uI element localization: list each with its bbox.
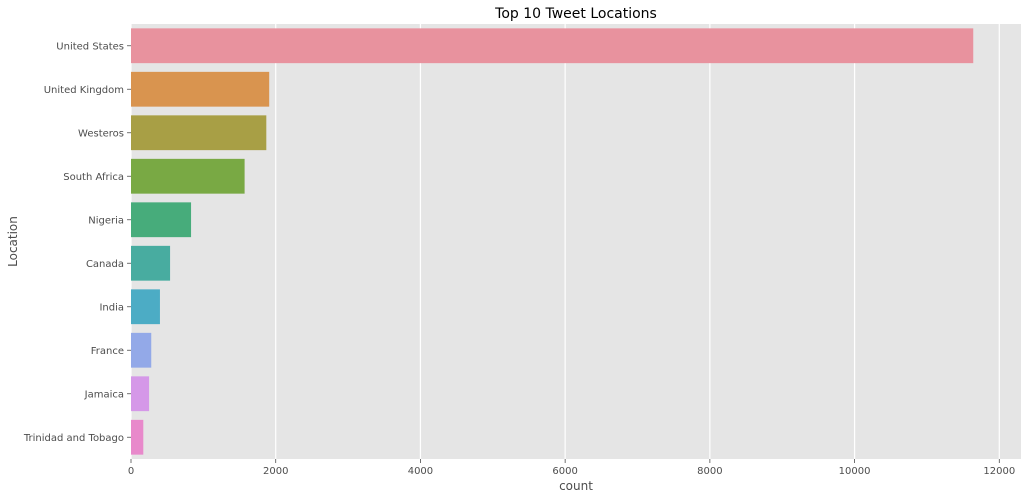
- y-tick-label: South Africa: [63, 172, 124, 183]
- x-axis-label: count: [559, 479, 593, 493]
- bar-south-africa: [131, 158, 245, 194]
- bars-layer: [131, 28, 974, 455]
- y-tick-label: France: [91, 346, 124, 357]
- bar-jamaica: [131, 376, 150, 412]
- bar-united-states: [131, 28, 974, 64]
- x-tick-label: 10000: [839, 466, 871, 477]
- x-tick-label: 2000: [263, 466, 288, 477]
- x-tick-label: 4000: [408, 466, 433, 477]
- x-tick-label: 12000: [983, 466, 1015, 477]
- y-tick-label: United Kingdom: [44, 85, 124, 96]
- bar-france: [131, 332, 152, 368]
- x-tick-label: 6000: [552, 466, 577, 477]
- y-tick-label: Nigeria: [88, 215, 124, 226]
- y-tick-label: India: [99, 302, 124, 313]
- y-tick-label: Westeros: [78, 128, 124, 139]
- y-tick-label: Canada: [86, 259, 124, 270]
- bar-india: [131, 289, 160, 325]
- bar-united-kingdom: [131, 71, 270, 107]
- x-tick-label: 0: [128, 466, 134, 477]
- plot-background: [131, 24, 1021, 459]
- bar-westeros: [131, 115, 267, 151]
- x-tick-label: 8000: [697, 466, 722, 477]
- x-tick-layer: 0 2000 4000 6000 8000 10000 12000: [128, 459, 1015, 477]
- y-axis-label: Location: [6, 216, 20, 267]
- y-tick-label: Jamaica: [84, 389, 124, 400]
- chart-title: Top 10 Tweet Locations: [494, 6, 657, 22]
- y-tick-label: United States: [56, 41, 124, 52]
- bar-canada: [131, 245, 171, 281]
- y-tick-layer: United States United Kingdom Westeros South…: [23, 41, 131, 444]
- bar-nigeria: [131, 202, 192, 238]
- bar-trinidad-and-tobago: [131, 419, 144, 455]
- y-tick-label: Trinidad and Tobago: [23, 433, 124, 444]
